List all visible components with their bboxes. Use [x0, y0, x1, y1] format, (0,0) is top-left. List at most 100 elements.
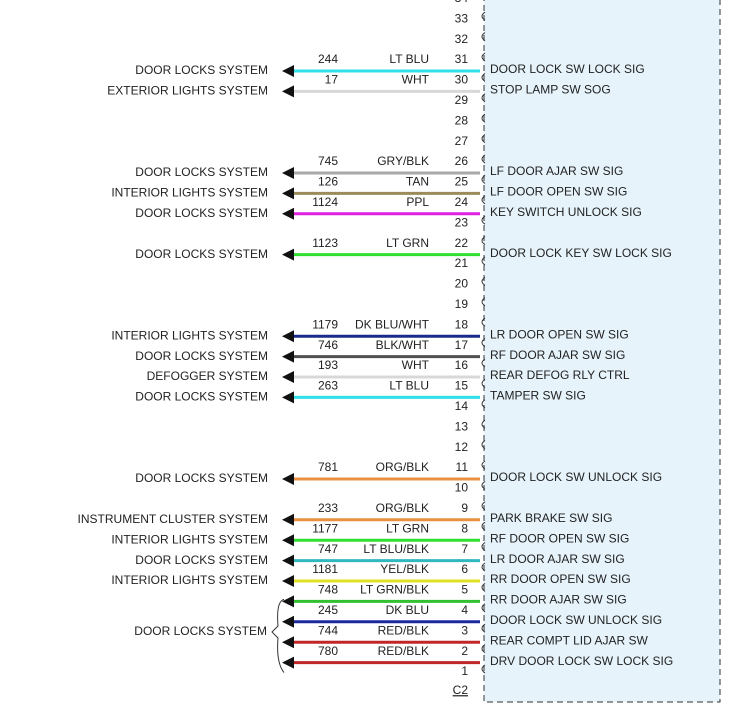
pin-socket — [481, 72, 486, 82]
arrow — [282, 330, 294, 343]
wire-color: LT GRN — [386, 236, 429, 250]
system-label: INSTRUMENT CLUSTER SYSTEM — [78, 512, 268, 526]
pin-socket — [481, 174, 486, 184]
wire-color: WHT — [402, 358, 430, 372]
wire-color: LT BLU — [389, 52, 429, 66]
pin-number: 24 — [455, 195, 469, 209]
circuit-number: 1124 — [312, 195, 338, 209]
arrow — [282, 350, 294, 363]
system-label: INTERIOR LIGHTS SYSTEM — [111, 532, 268, 546]
pin-number: 8 — [461, 521, 468, 535]
pin-socket — [481, 236, 486, 246]
system-label: DOOR LOCKS SYSTEM — [135, 63, 268, 77]
arrow — [282, 595, 294, 608]
signal-label: RF DOOR AJAR SW SIG — [490, 348, 625, 362]
pin-number: 30 — [455, 73, 469, 87]
signal-label: KEY SWITCH UNLOCK SIG — [490, 205, 642, 219]
wire-color: LT BLU/BLK — [363, 542, 429, 556]
pin-socket — [481, 664, 486, 674]
pin-socket — [481, 378, 486, 388]
arrow — [282, 65, 294, 77]
arrow — [282, 187, 294, 200]
circuit-number: 126 — [318, 175, 338, 189]
circuit-number: 245 — [318, 603, 338, 617]
pin-socket — [481, 317, 486, 327]
system-label: DOOR LOCKS SYSTEM — [135, 553, 268, 567]
pin-number: 21 — [455, 256, 469, 270]
signal-label: DOOR LOCK KEY SW LOCK SIG — [490, 246, 672, 260]
signal-label: DOOR LOCK SW UNLOCK SIG — [490, 470, 662, 484]
pin-socket — [481, 338, 486, 348]
pin-number: 31 — [455, 52, 469, 66]
signal-label: DRV DOOR LOCK SW LOCK SIG — [490, 654, 673, 668]
circuit-number: 747 — [318, 542, 338, 556]
pin-socket — [481, 11, 486, 21]
signal-label: DOOR LOCK SW UNLOCK SIG — [490, 613, 662, 627]
pin-socket — [481, 521, 486, 531]
pin-number: 33 — [455, 11, 469, 25]
pin-socket — [481, 297, 486, 307]
system-label: INTERIOR LIGHTS SYSTEM — [111, 186, 268, 200]
pin-number: 10 — [455, 481, 469, 495]
wire-color: PPL — [406, 195, 429, 209]
signal-label: STOP LAMP SW SOG — [490, 83, 611, 97]
pin-number: 5 — [461, 583, 468, 597]
arrow — [282, 636, 294, 649]
pin-number: 7 — [461, 542, 468, 556]
pin-socket — [481, 460, 486, 470]
pin-number: 6 — [461, 562, 468, 576]
arrow — [282, 167, 294, 179]
signal-label: RR DOOR AJAR SW SIG — [490, 593, 627, 607]
arrow — [282, 534, 294, 547]
pin-socket — [481, 256, 486, 266]
pin-socket — [481, 32, 486, 42]
pin-socket — [481, 134, 486, 144]
connector-body — [483, 0, 721, 703]
pin-socket — [481, 480, 486, 490]
pin-number: 15 — [455, 379, 469, 393]
circuit-number: 780 — [318, 644, 338, 658]
wire-color: YEL/BLK — [380, 562, 429, 576]
pin-socket — [481, 542, 486, 552]
pin-number: 27 — [455, 134, 469, 148]
system-label: DEFOGGER SYSTEM — [147, 369, 268, 383]
wire-color: WHT — [402, 73, 430, 87]
pin-number: 29 — [455, 93, 469, 107]
system-label: DOOR LOCKS SYSTEM — [135, 471, 268, 485]
circuit-number: 744 — [318, 623, 338, 637]
pin-number: 4 — [461, 603, 468, 617]
wire-color: DK BLU — [386, 603, 429, 617]
circuit-number: 781 — [318, 460, 338, 474]
arrow — [282, 575, 294, 587]
pin-number: 20 — [455, 277, 469, 291]
wire-color: ORG/BLK — [376, 460, 429, 474]
circuit-number: 263 — [318, 379, 338, 393]
arrow — [282, 207, 294, 220]
pin-socket — [481, 501, 486, 511]
pin-socket — [481, 52, 486, 62]
signal-label: TAMPER SW SIG — [490, 389, 586, 403]
circuit-number: 1181 — [312, 562, 338, 576]
signal-label: LF DOOR OPEN SW SIG — [490, 185, 627, 199]
wire-color: TAN — [406, 175, 429, 189]
system-label: DOOR LOCKS SYSTEM — [134, 624, 267, 638]
pin-number: 9 — [461, 501, 468, 515]
circuit-number: 1179 — [312, 317, 338, 331]
signal-label: RF DOOR OPEN SW SIG — [490, 531, 629, 545]
circuit-number: 746 — [318, 338, 338, 352]
wire-color: ORG/BLK — [376, 501, 429, 515]
wire-color: BLK/WHT — [376, 338, 430, 352]
arrow — [282, 615, 294, 628]
wire-color: LT GRN — [386, 521, 429, 535]
arrow — [282, 656, 294, 669]
circuit-number: 233 — [318, 501, 338, 515]
arrow — [282, 85, 294, 98]
system-label: INTERIOR LIGHTS SYSTEM — [111, 573, 268, 587]
pin-socket — [481, 644, 486, 654]
pin-socket — [481, 562, 486, 572]
pin-number: 32 — [455, 32, 469, 46]
signal-label: DOOR LOCK SW LOCK SIG — [490, 62, 645, 76]
signal-label: REAR DEFOG RLY CTRL — [490, 368, 630, 382]
signal-label: PARK BRAKE SW SIG — [490, 511, 612, 525]
pin-number: 11 — [456, 460, 469, 474]
